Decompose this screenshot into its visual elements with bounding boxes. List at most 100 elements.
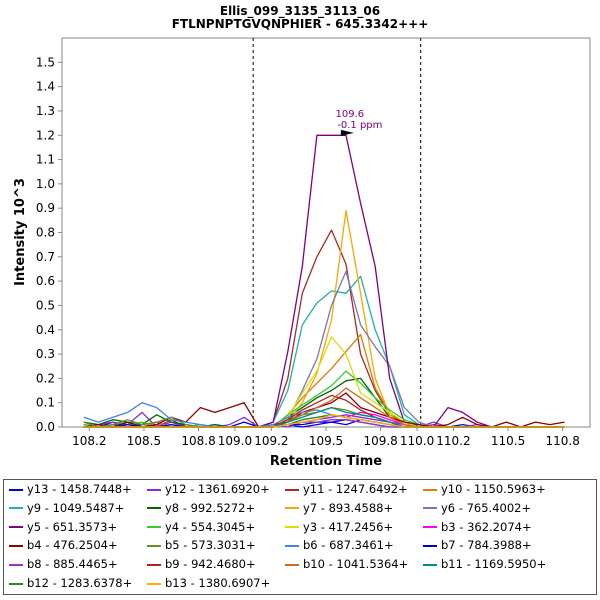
- legend-item: y12 - 1361.6920+: [147, 482, 270, 500]
- legend-item: b3 - 362.2074+: [423, 520, 532, 538]
- legend-swatch: [9, 526, 23, 529]
- legend-item: y6 - 765.4002+: [423, 501, 531, 519]
- legend-label: y11 - 1247.6492+: [303, 482, 408, 496]
- legend: y13 - 1458.7448+ y12 - 1361.6920+ y11 - 12…: [3, 479, 597, 595]
- legend-label: b9 - 942.4680+: [165, 557, 256, 572]
- legend-swatch: [9, 582, 23, 585]
- annotation-ppm: -0.1 ppm: [337, 120, 382, 131]
- series-line: [83, 414, 565, 428]
- legend-item: b8 - 885.4465+: [9, 557, 118, 575]
- legend-swatch: [423, 507, 437, 510]
- legend-item: b10 - 1041.5364+: [285, 557, 408, 575]
- legend-swatch: [285, 507, 299, 510]
- legend-swatch: [285, 544, 299, 547]
- legend-label: y3 - 417.2456+: [303, 519, 394, 534]
- legend-label: b4 - 476.2504+: [27, 538, 118, 553]
- legend-item: b12 - 1283.6378+: [9, 576, 132, 594]
- peak-annotation: 109.6 -0.1 ppm: [336, 109, 382, 136]
- legend-label: b11 - 1169.5950+: [441, 557, 547, 572]
- legend-swatch: [423, 544, 437, 547]
- x-tick-label: 110.0: [400, 434, 434, 448]
- legend-item: y9 - 1049.5487+: [9, 501, 124, 519]
- peak-boundaries: [252, 38, 422, 427]
- legend-swatch: [9, 544, 23, 547]
- legend-swatch: [423, 563, 437, 566]
- legend-item: y4 - 554.3045+: [147, 520, 255, 538]
- legend-swatch: [285, 488, 299, 491]
- chart-title: Ellis_099_3135_3113_06: [220, 4, 380, 19]
- legend-swatch: [147, 526, 161, 529]
- y-tick-label: 0.9: [36, 201, 55, 215]
- series-layer: [83, 134, 565, 428]
- x-tick-label: 109.0: [218, 434, 252, 448]
- chart-subtitle: FTLNPNPTGVQNPHIER - 645.3342+++: [172, 17, 429, 31]
- legend-label: b10 - 1041.5364+: [303, 557, 409, 572]
- y-axis: 0.0 0.1 0.2 0.3 0.4 0.5 0.6 0.7 0.8 0.9 1.0 1.1 1.2 1…: [36, 55, 62, 434]
- legend-swatch: [147, 582, 161, 585]
- legend-item: y7 - 893.4588+: [285, 501, 393, 519]
- y-tick-label: 0.0: [36, 420, 55, 434]
- legend-label: b6 - 687.3461+: [303, 538, 394, 553]
- y-tick-label: 0.7: [36, 250, 55, 264]
- y-tick-label: 1.3: [36, 104, 55, 118]
- legend-item: b5 - 573.3031+: [147, 538, 256, 556]
- chromatogram-chart: Ellis_099_3135_3113_06 FTLNPNPTGVQNPHIER…: [13, 4, 591, 469]
- y-tick-label: 0.4: [36, 323, 55, 337]
- y-tick-label: 1.4: [36, 80, 55, 94]
- legend-item: y5 - 651.3573+: [9, 520, 117, 538]
- y-tick-label: 0.3: [36, 347, 55, 361]
- x-tick-label: 108.8: [181, 434, 215, 448]
- legend-item: b4 - 476.2504+: [9, 538, 118, 556]
- y-tick-label: 1.1: [36, 153, 55, 167]
- y-tick-label: 0.5: [36, 298, 55, 312]
- x-tick-label: 110.5: [491, 434, 525, 448]
- plot-area: [61, 37, 591, 428]
- legend-label: y13 - 1458.7448+: [27, 482, 132, 496]
- legend-label: y10 - 1150.5963+: [441, 482, 546, 496]
- x-tick-label: 108.5: [127, 434, 161, 448]
- legend-label: y12 - 1361.6920+: [165, 482, 270, 496]
- legend-label: b3 - 362.2074+: [441, 519, 532, 534]
- legend-swatch: [147, 488, 161, 491]
- legend-swatch: [285, 563, 299, 566]
- y-tick-label: 1.5: [36, 55, 55, 69]
- x-tick-label: 109.2: [254, 434, 288, 448]
- x-tick-label: 110.2: [436, 434, 470, 448]
- legend-label: b12 - 1283.6378+: [27, 576, 133, 590]
- legend-label: y7 - 893.4588+: [303, 500, 394, 515]
- legend-label: y6 - 765.4002+: [441, 500, 532, 515]
- series-line: [83, 392, 565, 428]
- legend-label: b8 - 885.4465+: [27, 557, 118, 572]
- legend-item: b6 - 687.3461+: [285, 538, 394, 556]
- legend-item: y8 - 992.5272+: [147, 501, 255, 519]
- legend-label: y9 - 1049.5487+: [27, 500, 125, 515]
- y-tick-label: 0.1: [36, 396, 55, 410]
- y-tick-label: 0.2: [36, 371, 55, 385]
- legend-swatch: [147, 544, 161, 547]
- legend-item: y13 - 1458.7448+: [9, 482, 132, 500]
- legend-swatch: [9, 563, 23, 566]
- legend-item: b7 - 784.3988+: [423, 538, 532, 556]
- x-tick-label: 110.8: [546, 434, 580, 448]
- legend-label: b5 - 573.3031+: [165, 538, 256, 553]
- legend-swatch: [9, 488, 23, 491]
- legend-label: y8 - 992.5272+: [165, 500, 256, 515]
- legend-item: b11 - 1169.5950+: [423, 557, 546, 575]
- legend-label: y4 - 554.3045+: [165, 519, 256, 534]
- legend-swatch: [423, 488, 437, 491]
- legend-item: y10 - 1150.5963+: [423, 482, 546, 500]
- legend-label: b13 - 1380.6907+: [165, 576, 271, 590]
- y-tick-label: 0.8: [36, 226, 55, 240]
- legend-swatch: [285, 526, 299, 529]
- y-tick-label: 1.2: [36, 128, 55, 142]
- x-tick-label: 108.2: [72, 434, 106, 448]
- legend-item: b9 - 942.4680+: [147, 557, 256, 575]
- x-axis-title: Retention Time: [270, 454, 382, 469]
- legend-label: y5 - 651.3573+: [27, 519, 118, 534]
- legend-swatch: [9, 507, 23, 510]
- y-axis-title: Intensity 10^3: [13, 178, 28, 286]
- legend-label: b7 - 784.3988+: [441, 538, 532, 553]
- annotation-time: 109.6: [336, 109, 365, 120]
- y-tick-label: 1.0: [36, 177, 55, 191]
- legend-item: b13 - 1380.6907+: [147, 576, 270, 594]
